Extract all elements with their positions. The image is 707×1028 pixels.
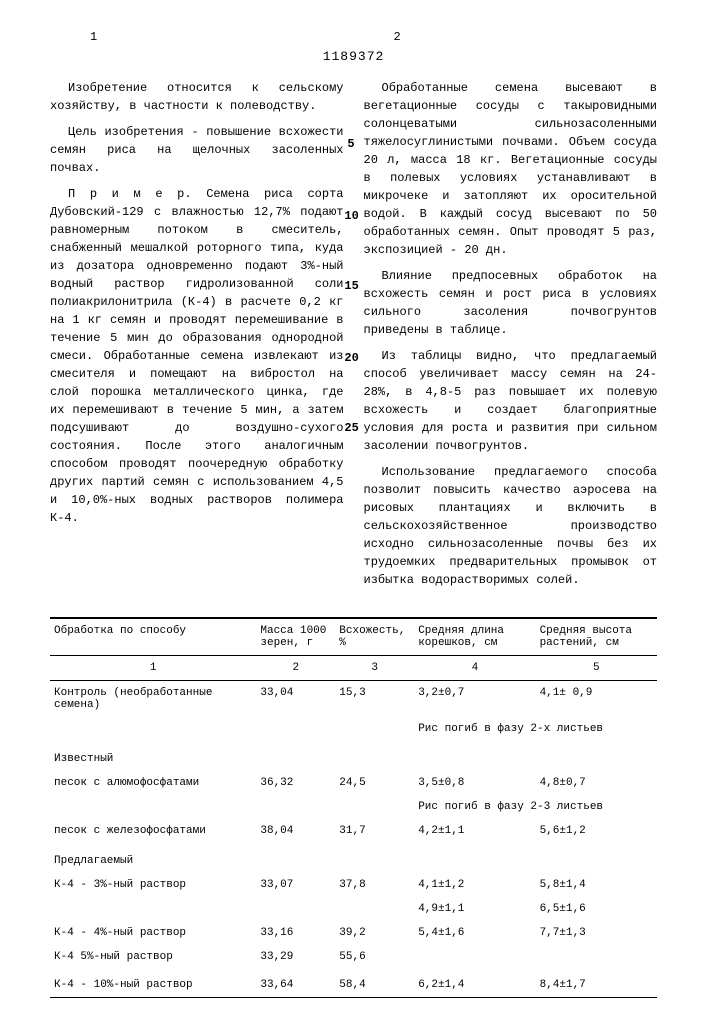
- cell: 24,5: [335, 771, 414, 795]
- results-table: Обработка по способу Масса 1000 зерен, г…: [50, 617, 657, 998]
- row-name: песок с алюмофосфатами: [50, 771, 256, 795]
- row-note: Рис погиб в фазу 2-х листьев: [414, 717, 657, 741]
- table-header: Обработка по способу: [50, 618, 256, 656]
- table-header: Масса 1000 зерен, г: [256, 618, 335, 656]
- table-row: песок с алюмофосфатами 36,32 24,5 3,5±0,…: [50, 771, 657, 795]
- cell: 33,64: [256, 969, 335, 998]
- group-label: Предлагаемый: [50, 843, 657, 873]
- cell: 4,1±1,2: [414, 873, 535, 897]
- cell: 33,16: [256, 921, 335, 945]
- cell: 7,7±1,3: [536, 921, 657, 945]
- group-label: Известный: [50, 741, 657, 771]
- cell: 3,2±0,7: [414, 681, 535, 718]
- paragraph: Влияние предпосевных обработок на всхоже…: [364, 267, 658, 339]
- cell: 4,1± 0,9: [536, 681, 657, 718]
- table-row: К-4 - 3%-ный раствор 33,07 37,8 4,1±1,2 …: [50, 873, 657, 897]
- cell: 4,8±0,7: [536, 771, 657, 795]
- table-row: песок с железофосфатами 38,04 31,7 4,2±1…: [50, 819, 657, 843]
- table-header: Средняя высота растений, см: [536, 618, 657, 656]
- line-marker: 20: [344, 351, 358, 365]
- cell: 4,2±1,1: [414, 819, 535, 843]
- cell: 58,4: [335, 969, 414, 998]
- cell: 38,04: [256, 819, 335, 843]
- table-row: К-4 - 4%-ный раствор 33,16 39,2 5,4±1,6 …: [50, 921, 657, 945]
- cell: 31,7: [335, 819, 414, 843]
- row-name: Контроль (необработанные семена): [50, 681, 256, 718]
- cell: 39,2: [335, 921, 414, 945]
- col-number: 5: [536, 656, 657, 681]
- table-row: Известный: [50, 741, 657, 771]
- cell: 8,4±1,7: [536, 969, 657, 998]
- cell: 3,5±0,8: [414, 771, 535, 795]
- col-number: 4: [414, 656, 535, 681]
- paragraph: Цель изобретения - повышение всхожести с…: [50, 123, 344, 177]
- cell: 5,8±1,4: [536, 873, 657, 897]
- line-marker: 10: [344, 209, 358, 223]
- table-row: К-4 - 10%-ный раствор 33,64 58,4 6,2±1,4…: [50, 969, 657, 998]
- row-name: К-4 - 10%-ный раствор: [50, 969, 256, 998]
- row-name: песок с железофосфатами: [50, 819, 256, 843]
- text-columns: 5 10 15 20 25 Изобретение относится к се…: [50, 79, 657, 597]
- paragraph: Обработанные семена высевают в вегетацио…: [364, 79, 658, 259]
- row-name: К-4 - 4%-ный раствор: [50, 921, 256, 945]
- table-header: Средняя длина корешков, см: [414, 618, 535, 656]
- table-row: К-4 5%-ный раствор 33,29 55,6: [50, 945, 657, 969]
- table-row: Контроль (необработанные семена) 33,04 1…: [50, 681, 657, 718]
- table-row: 4,9±1,1 6,5±1,6: [50, 897, 657, 921]
- page-number-right: 2: [354, 30, 658, 44]
- cell: 15,3: [335, 681, 414, 718]
- row-name: К-4 5%-ный раствор: [50, 945, 256, 969]
- table-row: Предлагаемый: [50, 843, 657, 873]
- line-marker: 5: [347, 137, 354, 151]
- cell: 33,29: [256, 945, 335, 969]
- table-row: Рис погиб в фазу 2-3 листьев: [50, 795, 657, 819]
- col-number: 3: [335, 656, 414, 681]
- cell: 33,07: [256, 873, 335, 897]
- document-number: 1189372: [50, 49, 657, 64]
- row-note: Рис погиб в фазу 2-3 листьев: [414, 795, 657, 819]
- cell: 5,6±1,2: [536, 819, 657, 843]
- paragraph: П р и м е р. Семена риса сорта Дубовский…: [50, 185, 344, 527]
- table-header: Всхожесть, %: [335, 618, 414, 656]
- cell: 33,04: [256, 681, 335, 718]
- paragraph: Изобретение относится к сельскому хозяйс…: [50, 79, 344, 115]
- row-name: К-4 - 3%-ный раствор: [50, 873, 256, 897]
- page-number-left: 1: [50, 30, 354, 44]
- cell: 6,2±1,4: [414, 969, 535, 998]
- table-row: Рис погиб в фазу 2-х листьев: [50, 717, 657, 741]
- page-numbers: 1 2: [50, 30, 657, 44]
- col-number: 1: [50, 656, 256, 681]
- col-number: 2: [256, 656, 335, 681]
- cell: 55,6: [335, 945, 414, 969]
- line-marker: 15: [344, 279, 358, 293]
- paragraph: Использование предлагаемого способа позв…: [364, 463, 658, 589]
- line-marker: 25: [344, 421, 358, 435]
- cell: 6,5±1,6: [536, 897, 657, 921]
- paragraph: Из таблицы видно, что предлагаемый спосо…: [364, 347, 658, 455]
- cell: 36,32: [256, 771, 335, 795]
- cell: 5,4±1,6: [414, 921, 535, 945]
- right-column: Обработанные семена высевают в вегетацио…: [364, 79, 658, 597]
- cell: 4,9±1,1: [414, 897, 535, 921]
- left-column: Изобретение относится к сельскому хозяйс…: [50, 79, 344, 597]
- cell: 37,8: [335, 873, 414, 897]
